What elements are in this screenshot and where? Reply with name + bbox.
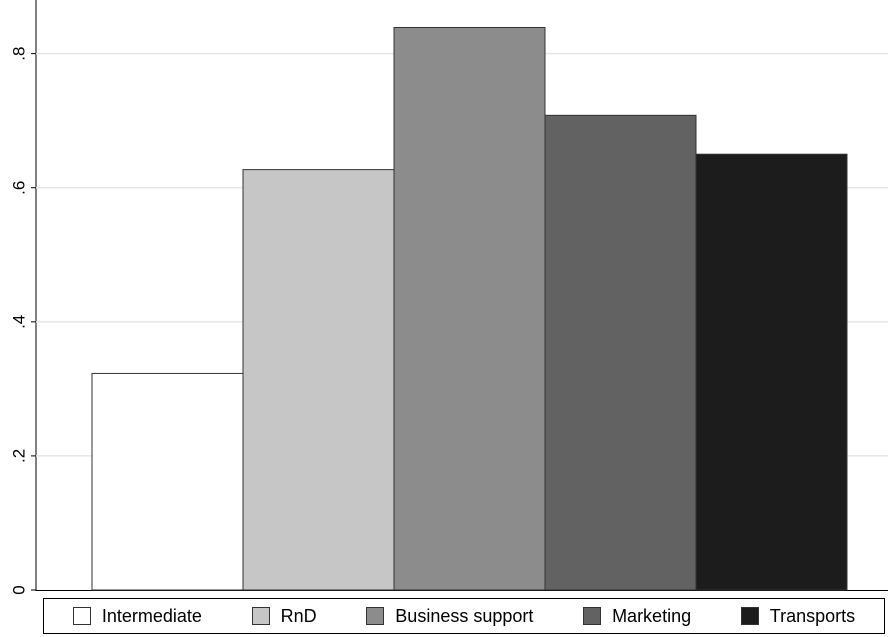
legend-label: Marketing <box>612 605 692 626</box>
legend-swatch <box>366 607 385 625</box>
legend-swatch <box>583 607 602 625</box>
legend-item-transports: Transports <box>740 605 856 627</box>
legend-swatch <box>251 607 270 625</box>
legend-swatch <box>72 607 91 625</box>
y-axis-ticks: 0 .2 .4 .6 .8 <box>9 47 36 595</box>
bars <box>91 26 848 591</box>
legend-item-rnd: RnD <box>251 605 317 627</box>
bar-rnd <box>242 169 395 591</box>
legend-swatch <box>740 607 759 625</box>
legend-label: Transports <box>769 605 856 626</box>
legend-item-business-support: Business support <box>366 606 533 627</box>
y-tick-label: 0 <box>9 585 28 594</box>
y-tick-label: .4 <box>9 315 28 329</box>
legend-label: Intermediate <box>101 605 202 626</box>
bar-marketing <box>544 114 697 591</box>
legend-item-intermediate: Intermediate <box>72 605 202 627</box>
y-tick-label: .8 <box>9 47 28 61</box>
bar-business-support <box>393 26 546 591</box>
bar-transports <box>695 153 848 591</box>
y-tick-label: .6 <box>9 181 28 195</box>
legend: Intermediate RnD Business support Marketing… <box>43 598 885 634</box>
legend-label: Business support <box>395 605 534 626</box>
y-tick-label: .2 <box>9 449 28 463</box>
legend-label: RnD <box>280 605 317 626</box>
legend-item-marketing: Marketing <box>583 606 691 627</box>
bar-intermediate <box>91 372 244 591</box>
